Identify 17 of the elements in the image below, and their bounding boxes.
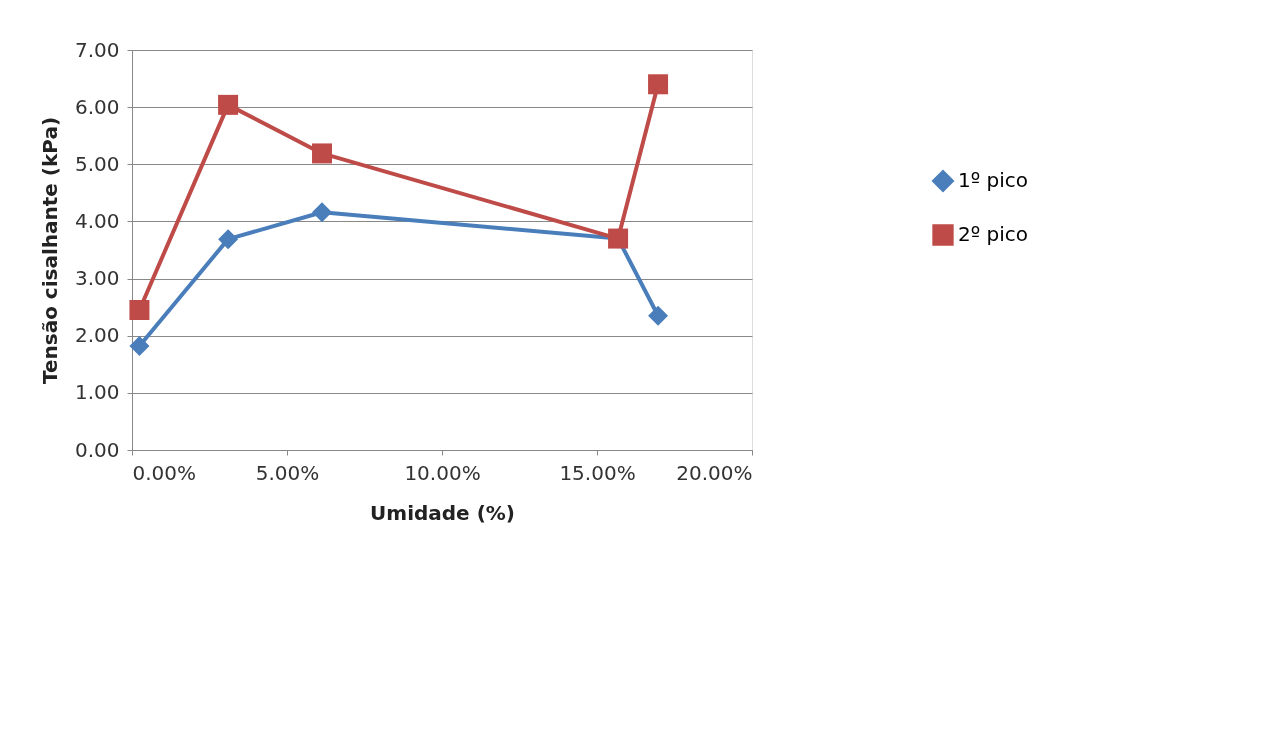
y-tick-label: 4.00 xyxy=(74,208,120,233)
legend-label: 1º pico xyxy=(958,168,1028,192)
x-tick-label: 15.00% xyxy=(559,460,636,485)
y-tick-label: 5.00 xyxy=(74,151,120,176)
y-tick-label: 7.00 xyxy=(74,37,120,62)
x-tick-label: 5.00% xyxy=(255,460,320,485)
y-axis-title: Tensão cisalhante (kPa) xyxy=(37,116,62,385)
x-tick-label: 20.00% xyxy=(676,460,753,485)
x-tick-label: 10.00% xyxy=(404,460,481,485)
y-tick-label: 2.00 xyxy=(74,323,120,348)
y-tick-label: 3.00 xyxy=(74,266,120,291)
y-tick-label: 0.00 xyxy=(74,437,120,462)
legend-label: 2º pico xyxy=(958,222,1028,246)
x-tick-label: 0.00% xyxy=(132,460,197,485)
y-tick-label: 6.00 xyxy=(74,94,120,119)
y-tick-label: 1.00 xyxy=(74,380,120,405)
x-axis-title: Umidade (%) xyxy=(370,500,515,525)
